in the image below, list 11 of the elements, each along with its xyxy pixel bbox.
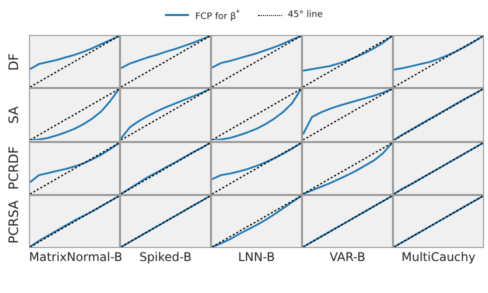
legend-label: FCP for β$^{*}$ [195,8,240,22]
x-axis-title: VAR-B [328,250,366,264]
x-axis-title: MatrixNormal-B [29,250,122,264]
y-axis-title: DF [7,52,23,72]
y-axis-title: SA [7,105,23,126]
y-axis-title: PCRSA [7,198,23,246]
x-axis-title: LNN-B [237,250,276,264]
x-axis-title: Spiked-B [139,250,192,264]
y-axis-title: PCRDF [7,146,23,192]
legend-label: 45° line [288,10,323,20]
x-axis-title: MultiCauchy [400,250,476,264]
